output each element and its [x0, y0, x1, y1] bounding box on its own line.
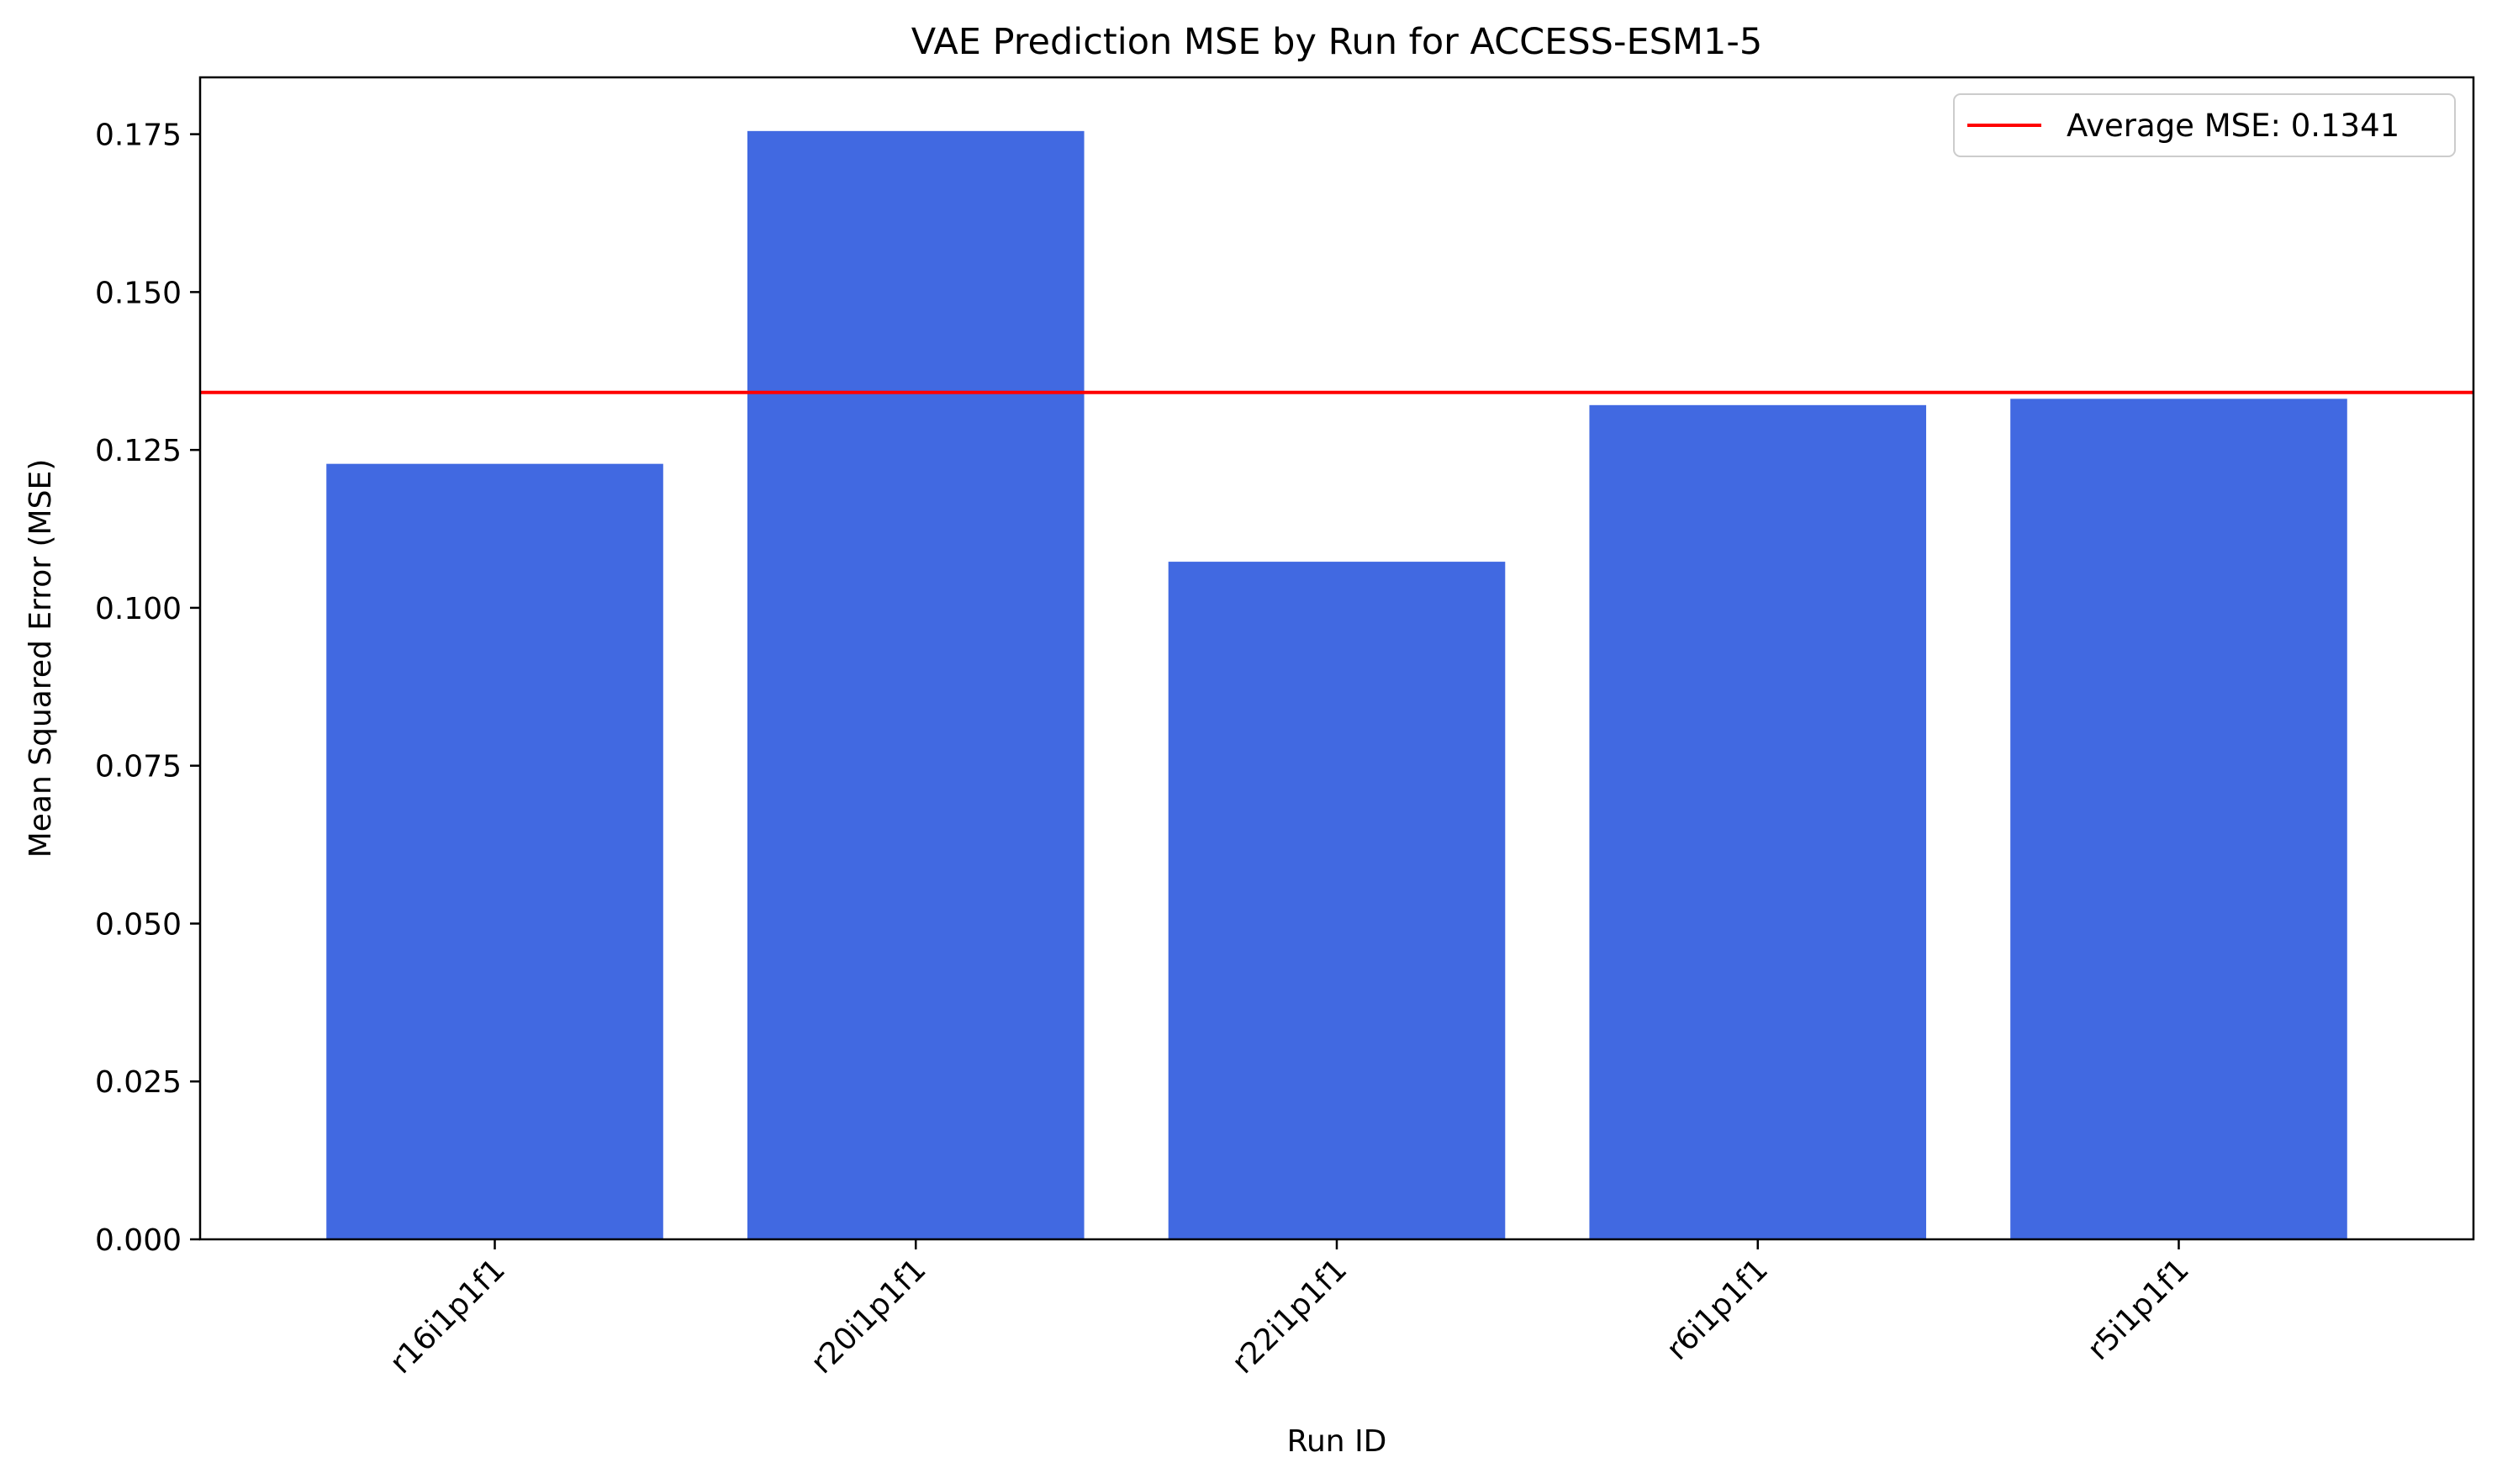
y-tick-label: 0.050 [95, 907, 182, 942]
y-axis: 0.000 0.025 0.050 0.075 0.100 0.125 0.150 0.175 [95, 119, 200, 1258]
y-tick-label: 0.125 [95, 434, 182, 468]
y-tick-label: 0.025 [95, 1065, 182, 1100]
y-axis-title: Mean Squared Error (MSE) [24, 459, 58, 858]
chart-title: VAE Prediction MSE by Run for ACCESS-ESM… [911, 21, 1763, 63]
legend-box [1953, 93, 2456, 157]
y-tick-label: 0.000 [95, 1223, 182, 1258]
bar-r6i1p1f1 [1589, 404, 1927, 1240]
y-tick-label: 0.075 [95, 750, 182, 784]
bar-r22i1p1f1 [1168, 562, 1506, 1239]
legend-label: Average MSE: 0.1341 [2067, 108, 2399, 144]
bar-r20i1p1f1 [747, 130, 1085, 1239]
y-tick-label: 0.175 [95, 119, 182, 153]
y-tick-label: 0.150 [95, 276, 182, 310]
legend: Average MSE: 0.1341 [1953, 93, 2456, 157]
bars-group [326, 130, 2347, 1240]
bar-r16i1p1f1 [326, 463, 663, 1239]
x-axis-title: Run ID [1287, 1424, 1387, 1459]
bar-r5i1p1f1 [2010, 399, 2347, 1240]
y-tick-label: 0.100 [95, 592, 182, 626]
